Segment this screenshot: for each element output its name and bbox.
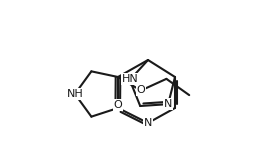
Text: N: N bbox=[163, 99, 172, 109]
Text: N: N bbox=[143, 118, 152, 128]
Text: HN: HN bbox=[121, 74, 138, 84]
Text: NH: NH bbox=[66, 89, 83, 99]
Text: O: O bbox=[136, 86, 145, 95]
Text: O: O bbox=[113, 100, 122, 110]
